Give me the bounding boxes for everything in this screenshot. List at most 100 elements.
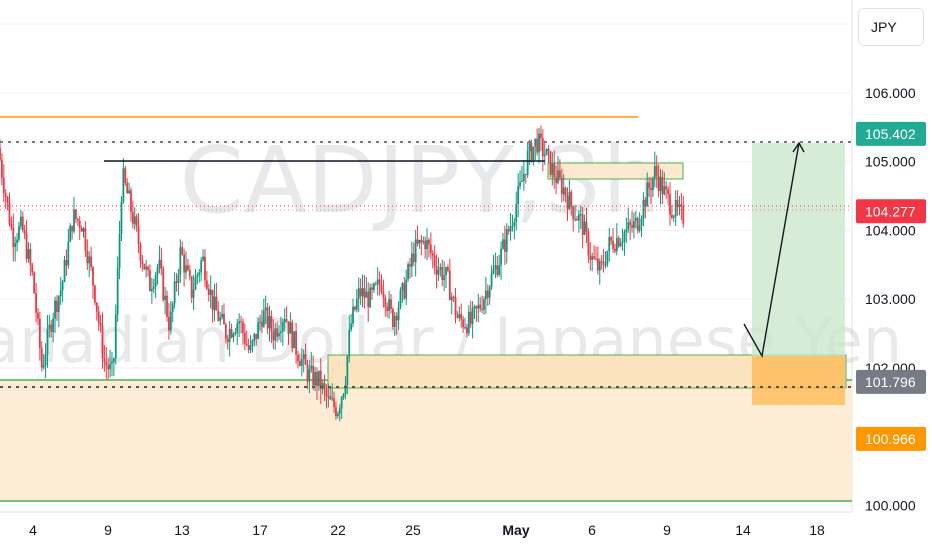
candle-body: [204, 256, 206, 281]
projection-arrow-path[interactable]: [743, 142, 800, 359]
x-tick-label: 9: [663, 522, 671, 538]
candle-body: [627, 222, 630, 230]
candle-body: [139, 244, 142, 261]
candle-body: [291, 322, 294, 349]
price-badge-label: 101.796: [865, 374, 916, 390]
candle-body: [188, 269, 191, 277]
candle-body: [48, 324, 51, 329]
candle-body: [242, 322, 244, 333]
candle-body: [331, 398, 334, 400]
candle-body: [393, 315, 396, 328]
candle-body: [103, 358, 106, 362]
candle-body: [612, 240, 614, 249]
drawing-lines[interactable]: [0, 116, 852, 388]
candle-body: [445, 267, 447, 276]
x-tick-label: 4: [29, 522, 37, 538]
candle-body: [185, 265, 187, 273]
candle-body: [302, 354, 305, 360]
currency-button[interactable]: JPY: [858, 8, 924, 46]
candle-body: [669, 194, 671, 215]
candle-body: [380, 285, 383, 292]
candle-body: [422, 240, 425, 243]
candle-body: [228, 328, 231, 343]
candle-body: [21, 216, 24, 231]
candle-body: [37, 312, 39, 319]
candle-body: [355, 298, 358, 310]
candle-body: [329, 396, 332, 400]
candle-body: [562, 187, 565, 195]
candle-body: [374, 283, 377, 285]
candle-body: [416, 239, 419, 244]
candle-body: [264, 307, 267, 311]
candle-body: [363, 288, 366, 298]
candle-body: [420, 240, 423, 243]
candle-body: [317, 370, 320, 386]
supply-zone-box[interactable]: [547, 162, 684, 180]
x-tick-label: 6: [588, 522, 596, 538]
candle-body: [636, 218, 639, 231]
time-axis[interactable]: 4 9 13 17 22 25 May 6 9 14 18: [29, 522, 825, 538]
candle-body: [494, 265, 497, 270]
candle-body: [657, 175, 660, 192]
candle-body: [213, 296, 216, 310]
candle-body: [122, 168, 125, 202]
candle-body: [614, 248, 616, 252]
candle-body: [306, 364, 309, 382]
candle-body: [399, 290, 402, 308]
x-tick-label: 13: [174, 522, 190, 538]
candle-body: [484, 290, 487, 300]
candle-body: [540, 133, 542, 139]
candle-body: [293, 331, 296, 349]
candle-body: [617, 237, 620, 247]
price-badge-label: 100.966: [865, 431, 916, 447]
y-tick-label: 103.000: [865, 291, 916, 307]
candle-body: [437, 269, 440, 275]
candle-body: [205, 280, 208, 289]
candle-body: [534, 138, 537, 147]
candle-body: [513, 221, 516, 227]
price-badge-label: 105.402: [865, 126, 916, 142]
candle-body: [412, 253, 415, 262]
candle-body: [90, 256, 93, 268]
drawing-zones[interactable]: [0, 143, 852, 502]
candle-body: [640, 218, 643, 226]
candle-body: [92, 267, 94, 286]
candle-body: [226, 338, 229, 343]
candle-body: [431, 253, 434, 256]
candle-body: [194, 277, 197, 290]
candle-body: [261, 321, 263, 327]
candle-body: [114, 314, 117, 359]
candle-body: [477, 304, 480, 309]
candle-body: [403, 283, 406, 299]
candle-body: [99, 322, 102, 327]
candle-body: [602, 261, 605, 266]
candle-body: [16, 239, 18, 244]
candle-body: [4, 193, 7, 198]
candle-body: [498, 265, 501, 275]
candle-body: [680, 204, 683, 206]
demand-zone-wide[interactable]: [0, 381, 852, 501]
candle-body: [14, 243, 17, 248]
candle-body: [35, 293, 37, 313]
candle-body: [466, 327, 468, 334]
candle-body: [156, 267, 159, 276]
candle-body: [667, 189, 669, 195]
candle-body: [604, 264, 607, 266]
candle-body: [460, 313, 463, 320]
candle-body: [149, 270, 151, 291]
target-profit-zone[interactable]: [752, 143, 845, 356]
candle-body: [215, 296, 218, 311]
candle-body: [162, 269, 165, 300]
candle-body: [361, 288, 364, 297]
candle-body: [503, 239, 506, 252]
candle-body: [344, 385, 347, 395]
candle-body: [433, 255, 436, 267]
candle-body: [287, 321, 290, 334]
watermark-symbol: CADJPY,3h: [180, 127, 661, 234]
candle-body: [97, 311, 100, 323]
candle-body: [418, 240, 421, 244]
candle-body: [454, 297, 457, 316]
stop-loss-zone[interactable]: [752, 356, 845, 405]
candle-body: [447, 267, 449, 271]
